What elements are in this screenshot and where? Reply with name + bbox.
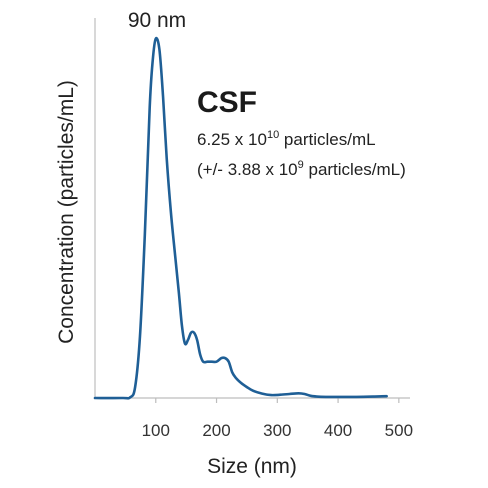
x-tick-label: 500	[385, 421, 413, 440]
x-tick-label: 300	[263, 421, 291, 440]
x-ticks: 100 200 300 400 500	[142, 398, 413, 440]
annotation-title: CSF	[197, 86, 257, 119]
annotation-error-main: (+/- 3.88 x 10	[197, 160, 298, 179]
x-tick-label: 200	[202, 421, 230, 440]
annotation-error-unit: particles/mL)	[304, 160, 406, 179]
axes	[94, 18, 410, 399]
annotation-error-exponent: 9	[298, 159, 304, 171]
annotation-concentration-main: 6.25 x 10	[197, 130, 267, 149]
annotation-concentration: 6.25 x 1010 particles/mL	[197, 129, 376, 149]
x-axis-title: Size (nm)	[207, 455, 297, 478]
annotation-concentration-unit: particles/mL	[279, 130, 375, 149]
peak-label: 90 nm	[128, 9, 186, 32]
y-axis-title: Concentration (particles/mL)	[55, 80, 78, 344]
x-tick-label: 400	[324, 421, 352, 440]
annotation-error: (+/- 3.88 x 109 particles/mL)	[197, 159, 406, 179]
series-line	[93, 36, 388, 400]
annotation-concentration-exponent: 10	[267, 129, 279, 141]
x-tick-label: 100	[142, 421, 170, 440]
